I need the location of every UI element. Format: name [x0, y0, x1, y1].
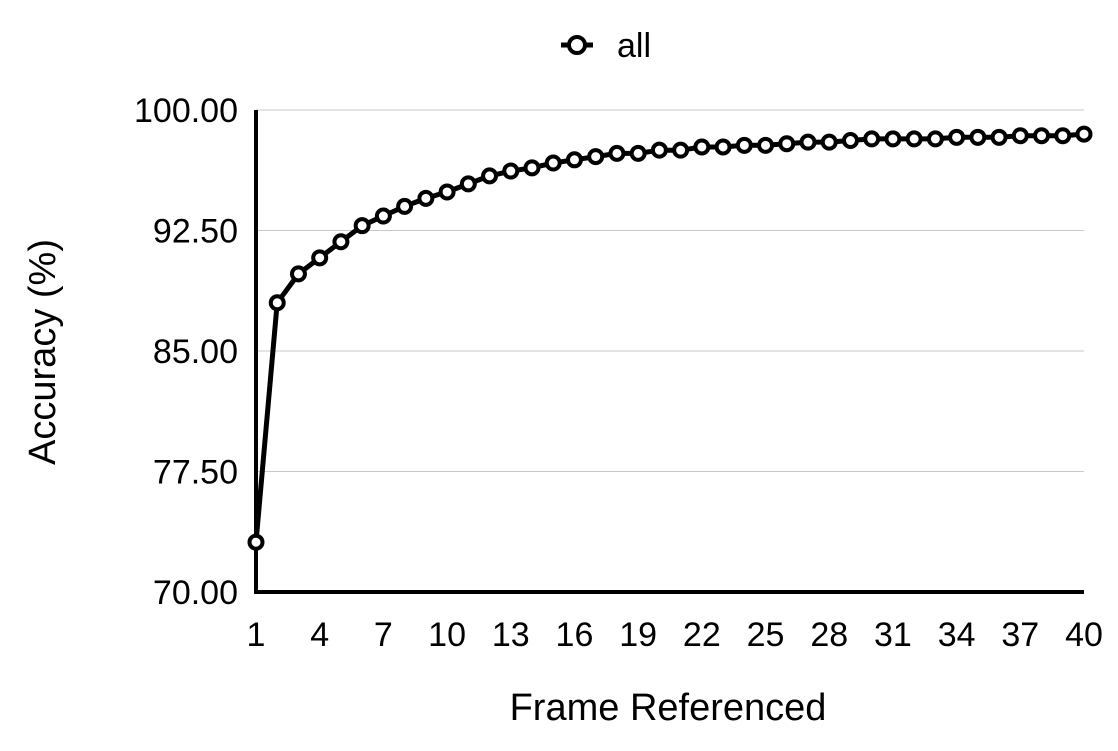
legend: all — [561, 27, 651, 65]
data-point — [353, 217, 371, 235]
x-tick-label: 1 — [247, 616, 266, 654]
y-tick-label: 77.50 — [153, 454, 238, 492]
x-tick-label: 10 — [428, 616, 466, 654]
data-point — [565, 151, 583, 169]
data-point — [905, 130, 923, 148]
data-point — [523, 159, 541, 177]
x-tick-label: 13 — [492, 616, 530, 654]
x-axis-title: Frame Referenced — [510, 687, 827, 729]
data-point — [608, 144, 626, 162]
data-point — [396, 197, 414, 215]
data-point — [268, 294, 286, 312]
data-point — [247, 533, 265, 551]
data-point — [948, 128, 966, 146]
x-tick-label: 28 — [810, 616, 848, 654]
x-tick-label: 4 — [310, 616, 329, 654]
data-point — [799, 133, 817, 151]
data-point — [693, 138, 711, 156]
data-point — [502, 162, 520, 180]
series-all — [247, 125, 1093, 551]
x-tick-label: 22 — [683, 616, 721, 654]
y-tick-label: 92.50 — [153, 213, 238, 251]
data-point — [289, 265, 307, 283]
x-tick-label: 19 — [619, 616, 657, 654]
y-axis-title: Accuracy (%) — [22, 239, 64, 465]
y-tick-label: 70.00 — [153, 574, 238, 612]
data-point — [1033, 127, 1051, 145]
data-point — [820, 133, 838, 151]
data-point — [1011, 127, 1029, 145]
x-tick-label: 7 — [374, 616, 393, 654]
data-point — [969, 128, 987, 146]
data-point — [884, 130, 902, 148]
data-point — [735, 136, 753, 154]
x-tick-label: 25 — [747, 616, 785, 654]
data-point — [926, 130, 944, 148]
data-point — [587, 148, 605, 166]
data-point — [841, 132, 859, 150]
x-tick-labels: 1 4 7 10 13 16 19 22 25 28 31 34 37 40 — [247, 616, 1103, 654]
data-point — [863, 130, 881, 148]
data-point — [778, 135, 796, 153]
x-tick-label: 34 — [938, 616, 976, 654]
axes — [254, 110, 1084, 594]
data-point — [650, 141, 668, 159]
data-point — [438, 183, 456, 201]
data-point — [311, 249, 329, 267]
data-point — [714, 138, 732, 156]
data-point — [990, 128, 1008, 146]
series-line — [253, 131, 1085, 543]
data-point — [629, 144, 647, 162]
data-point — [544, 154, 562, 172]
gridlines — [256, 109, 1084, 472]
data-point — [374, 207, 392, 225]
x-tick-label: 40 — [1065, 616, 1103, 654]
data-point — [332, 233, 350, 251]
data-point — [481, 167, 499, 185]
legend-label: all — [617, 27, 651, 65]
data-point — [1054, 127, 1072, 145]
data-point — [1075, 125, 1093, 143]
data-point — [757, 136, 775, 154]
data-point — [417, 189, 435, 207]
y-tick-labels: 70.00 77.50 85.00 92.50 100.00 — [134, 92, 238, 612]
x-tick-label: 16 — [556, 616, 594, 654]
legend-marker — [567, 35, 587, 55]
data-point — [459, 175, 477, 193]
y-tick-label: 100.00 — [134, 92, 238, 130]
x-tick-label: 37 — [1001, 616, 1039, 654]
x-tick-label: 31 — [874, 616, 912, 654]
y-tick-label: 85.00 — [153, 333, 238, 371]
data-point — [672, 141, 690, 159]
